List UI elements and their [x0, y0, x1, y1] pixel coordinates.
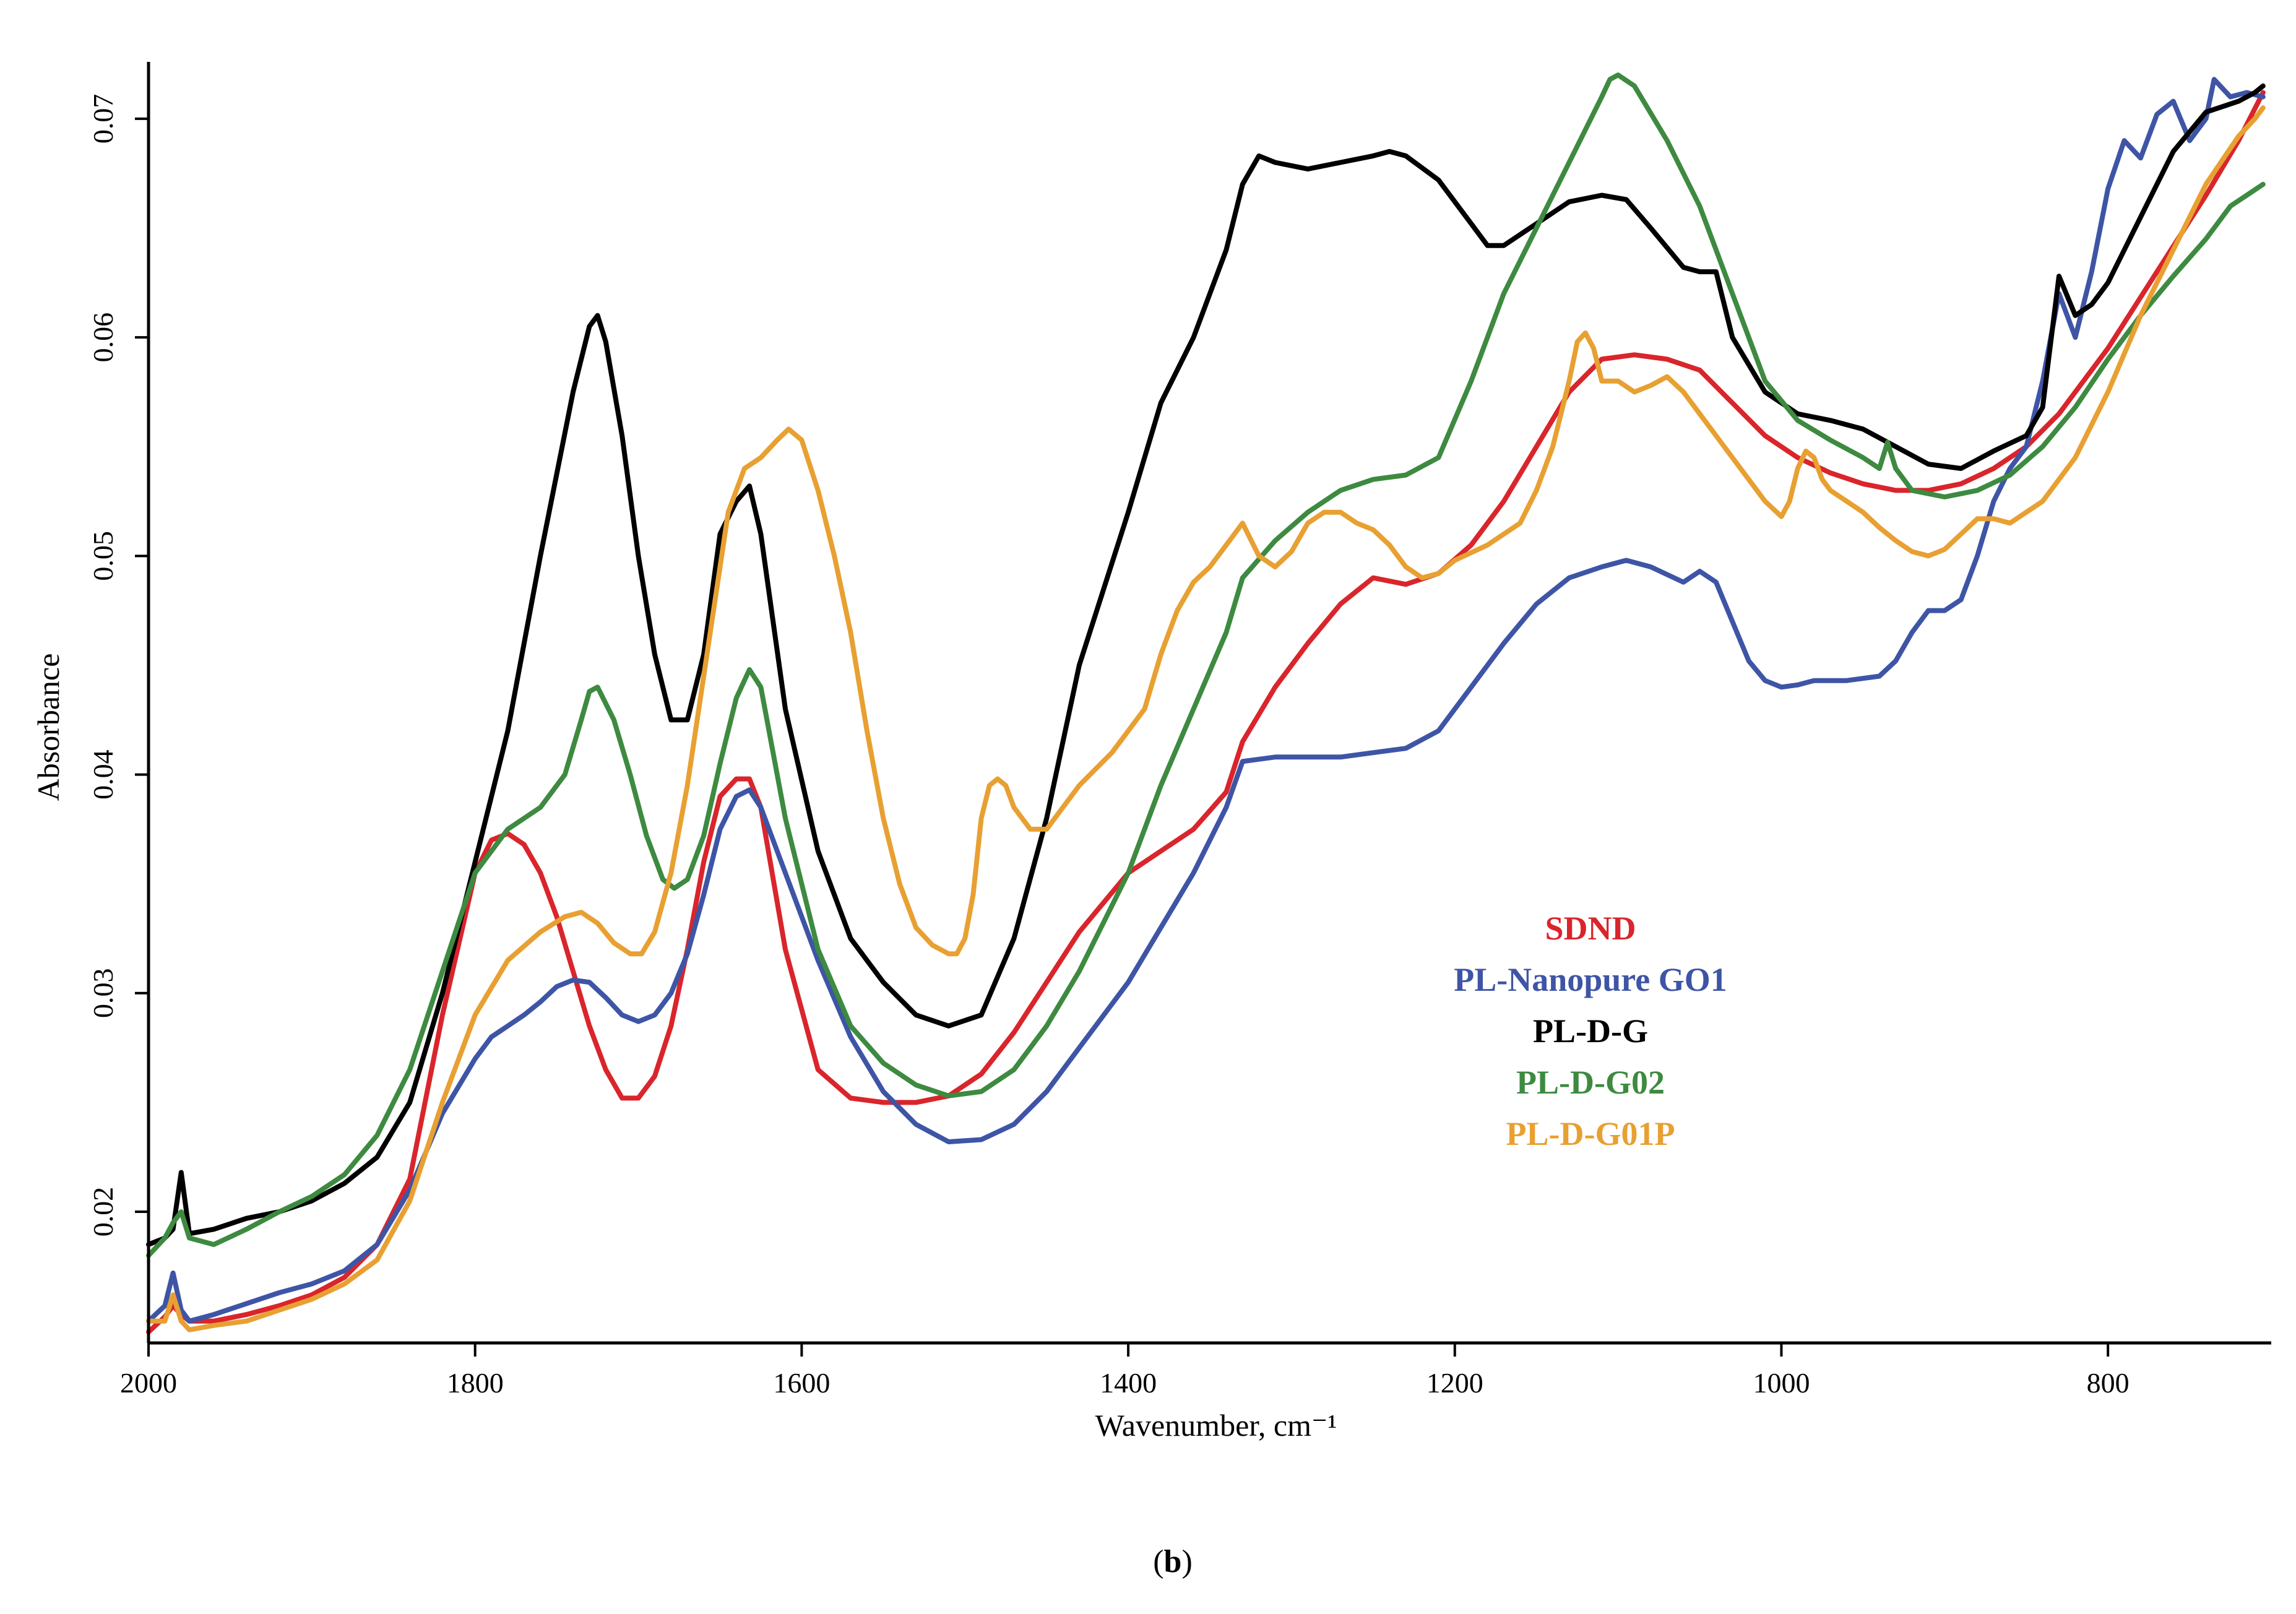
- caption-close-paren: ): [1181, 1544, 1192, 1579]
- x-tick-label: 1000: [1753, 1367, 1810, 1399]
- series-line-pl-d-g02: [146, 72, 2266, 1258]
- y-tick-label: 0.04: [87, 749, 119, 800]
- legend-entry: PL-D-G: [1533, 1012, 1648, 1050]
- caption-open-paren: (: [1153, 1544, 1163, 1579]
- x-tick-label: 1600: [773, 1367, 830, 1399]
- x-tick-label: 1400: [1100, 1367, 1157, 1399]
- legend-entry: SDND: [1545, 910, 1636, 947]
- y-tick-label: 0.05: [87, 531, 119, 581]
- series-line-pl-d-g: [146, 83, 2266, 1247]
- y-ticks: 0.02 0.03 0.04 0.05 0.06 0.07: [87, 94, 149, 1237]
- y-tick-label: 0.06: [87, 313, 119, 363]
- legend: SDND PL-Nanopure GO1 PL-D-G PL-D-G02 PL-D-G0…: [1454, 910, 1727, 1152]
- x-tick-label: 2000: [120, 1367, 177, 1399]
- series-line-sdnd: [146, 90, 2266, 1335]
- series-line-pl-d-g01p: [146, 105, 2266, 1332]
- y-tick-label: 0.07: [87, 94, 119, 144]
- series-layer: [146, 72, 2266, 1335]
- y-tick-label: 0.02: [87, 1187, 119, 1237]
- legend-entry: PL-Nanopure GO1: [1454, 961, 1727, 998]
- legend-entry: PL-D-G01P: [1506, 1115, 1675, 1152]
- x-tick-label: 1800: [447, 1367, 504, 1399]
- x-tick-label: 1200: [1426, 1367, 1483, 1399]
- x-tick-label: 800: [2087, 1367, 2130, 1399]
- axes-layer: 2000 1800 1600 1400 1200 1000 800 0.02 0.03 0.04…: [87, 62, 2271, 1399]
- figure-caption: (b): [1153, 1544, 1193, 1579]
- x-ticks: 2000 1800 1600 1400 1200 1000 800: [120, 1343, 2130, 1399]
- series-line-pl-nanopure-go1: [146, 77, 2266, 1324]
- caption-label: b: [1164, 1544, 1182, 1579]
- y-tick-label: 0.03: [87, 969, 119, 1019]
- y-axis-title: Absorbance: [31, 654, 66, 801]
- legend-entry: PL-D-G02: [1516, 1064, 1665, 1101]
- plot-area: [146, 72, 2266, 1335]
- x-axis-title: Wavenumber, cm⁻¹: [1095, 1408, 1337, 1443]
